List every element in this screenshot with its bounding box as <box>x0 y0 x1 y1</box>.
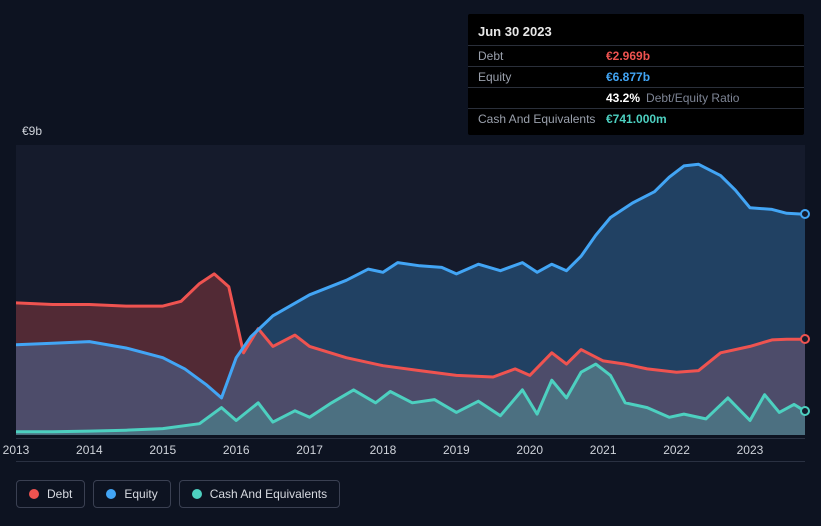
legend-label: Cash And Equivalents <box>210 487 327 501</box>
tooltip-row-value: 43.2% <box>606 91 640 105</box>
tooltip-row-label: Equity <box>478 70 606 84</box>
xaxis-tick: 2014 <box>76 443 103 457</box>
xaxis-tick: 2019 <box>443 443 470 457</box>
end-marker-debt <box>800 334 810 344</box>
xaxis-tick: 2018 <box>370 443 397 457</box>
xaxis-tick: 2013 <box>3 443 30 457</box>
xaxis-tick: 2023 <box>737 443 764 457</box>
xaxis-tick: 2015 <box>149 443 176 457</box>
end-marker-equity <box>800 209 810 219</box>
series-area-equity <box>16 164 805 435</box>
legend-dot-icon <box>106 489 116 499</box>
tooltip-row: 43.2% Debt/Equity Ratio <box>468 87 804 108</box>
end-marker-cash-and-equivalents <box>800 406 810 416</box>
tooltip-row-label: Cash And Equivalents <box>478 112 606 126</box>
tooltip-row-label <box>478 91 606 105</box>
xaxis-tick: 2021 <box>590 443 617 457</box>
legend-label: Equity <box>124 487 157 501</box>
chart-svg <box>16 145 805 435</box>
x-axis: 2013201420152016201720182019202020212022… <box>16 438 805 462</box>
xaxis-tick: 2020 <box>516 443 543 457</box>
tooltip-row-suffix: Debt/Equity Ratio <box>646 91 739 105</box>
legend: Debt Equity Cash And Equivalents <box>16 480 340 508</box>
legend-label: Debt <box>47 487 72 501</box>
chart-tooltip: Jun 30 2023 Debt€2.969bEquity€6.877b43.2… <box>468 14 804 135</box>
tooltip-row: Cash And Equivalents€741.000m <box>468 108 804 129</box>
legend-dot-icon <box>29 489 39 499</box>
tooltip-row: Debt€2.969b <box>468 45 804 66</box>
tooltip-row-value: €2.969b <box>606 49 650 63</box>
legend-item-equity[interactable]: Equity <box>93 480 170 508</box>
legend-item-debt[interactable]: Debt <box>16 480 85 508</box>
tooltip-date: Jun 30 2023 <box>468 20 804 45</box>
xaxis-tick: 2022 <box>663 443 690 457</box>
tooltip-row-label: Debt <box>478 49 606 63</box>
yaxis-tick-max: €9b <box>22 124 42 138</box>
xaxis-tick: 2016 <box>223 443 250 457</box>
chart-plot-area[interactable] <box>16 145 805 435</box>
tooltip-row: Equity€6.877b <box>468 66 804 87</box>
legend-item-cash-and-equivalents[interactable]: Cash And Equivalents <box>179 480 340 508</box>
tooltip-row-value: €6.877b <box>606 70 650 84</box>
tooltip-row-value: €741.000m <box>606 112 667 126</box>
xaxis-tick: 2017 <box>296 443 323 457</box>
legend-dot-icon <box>192 489 202 499</box>
